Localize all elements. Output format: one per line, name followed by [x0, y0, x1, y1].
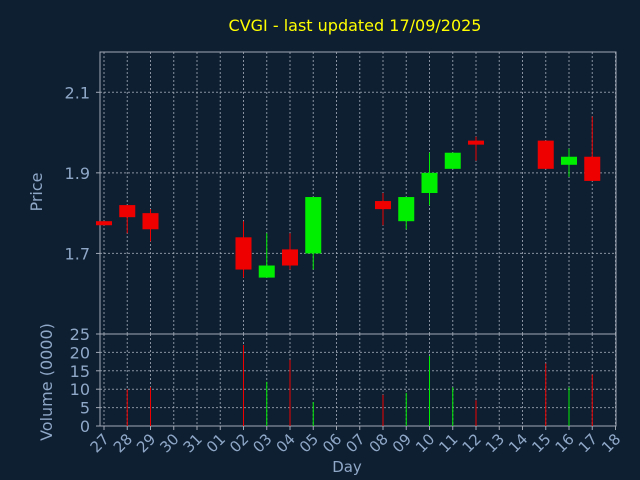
volume-tick-label: 15	[70, 362, 90, 381]
price-tick-label: 1.9	[65, 164, 90, 183]
candle-body	[305, 197, 322, 254]
candle-body	[96, 221, 112, 226]
volume-tick-label: 5	[80, 399, 90, 418]
volume-axis-label: Volume (0000)	[37, 323, 56, 441]
price-panel-frame	[99, 51, 617, 335]
candle-body	[235, 237, 252, 270]
x-tick-label: 18	[598, 430, 624, 456]
candle-body	[537, 140, 554, 169]
chart-title: CVGI - last updated 17/09/2025	[229, 16, 482, 35]
candle-body	[258, 265, 275, 278]
candle-body	[375, 201, 391, 210]
candle-body	[398, 197, 415, 222]
candle-body	[421, 172, 438, 193]
volume-tick-label: 0	[80, 417, 90, 436]
volume-tick-label: 10	[70, 380, 90, 399]
price-tick-label: 1.7	[65, 244, 90, 263]
volume-tick-label: 20	[70, 343, 90, 362]
x-axis-label: Day	[332, 458, 362, 476]
gridlines	[100, 52, 616, 427]
price-axis-label: Price	[27, 172, 46, 211]
candle-body	[444, 152, 461, 169]
candle-body	[119, 205, 136, 218]
candle-body	[561, 156, 577, 165]
candle-body	[282, 249, 298, 266]
volume-panel-frame	[99, 333, 617, 427]
price-tick-label: 2.1	[65, 83, 90, 102]
candle-body	[584, 156, 601, 181]
candle-body	[468, 140, 484, 145]
candle-body	[142, 213, 159, 230]
volume-tick-label: 25	[70, 325, 90, 344]
